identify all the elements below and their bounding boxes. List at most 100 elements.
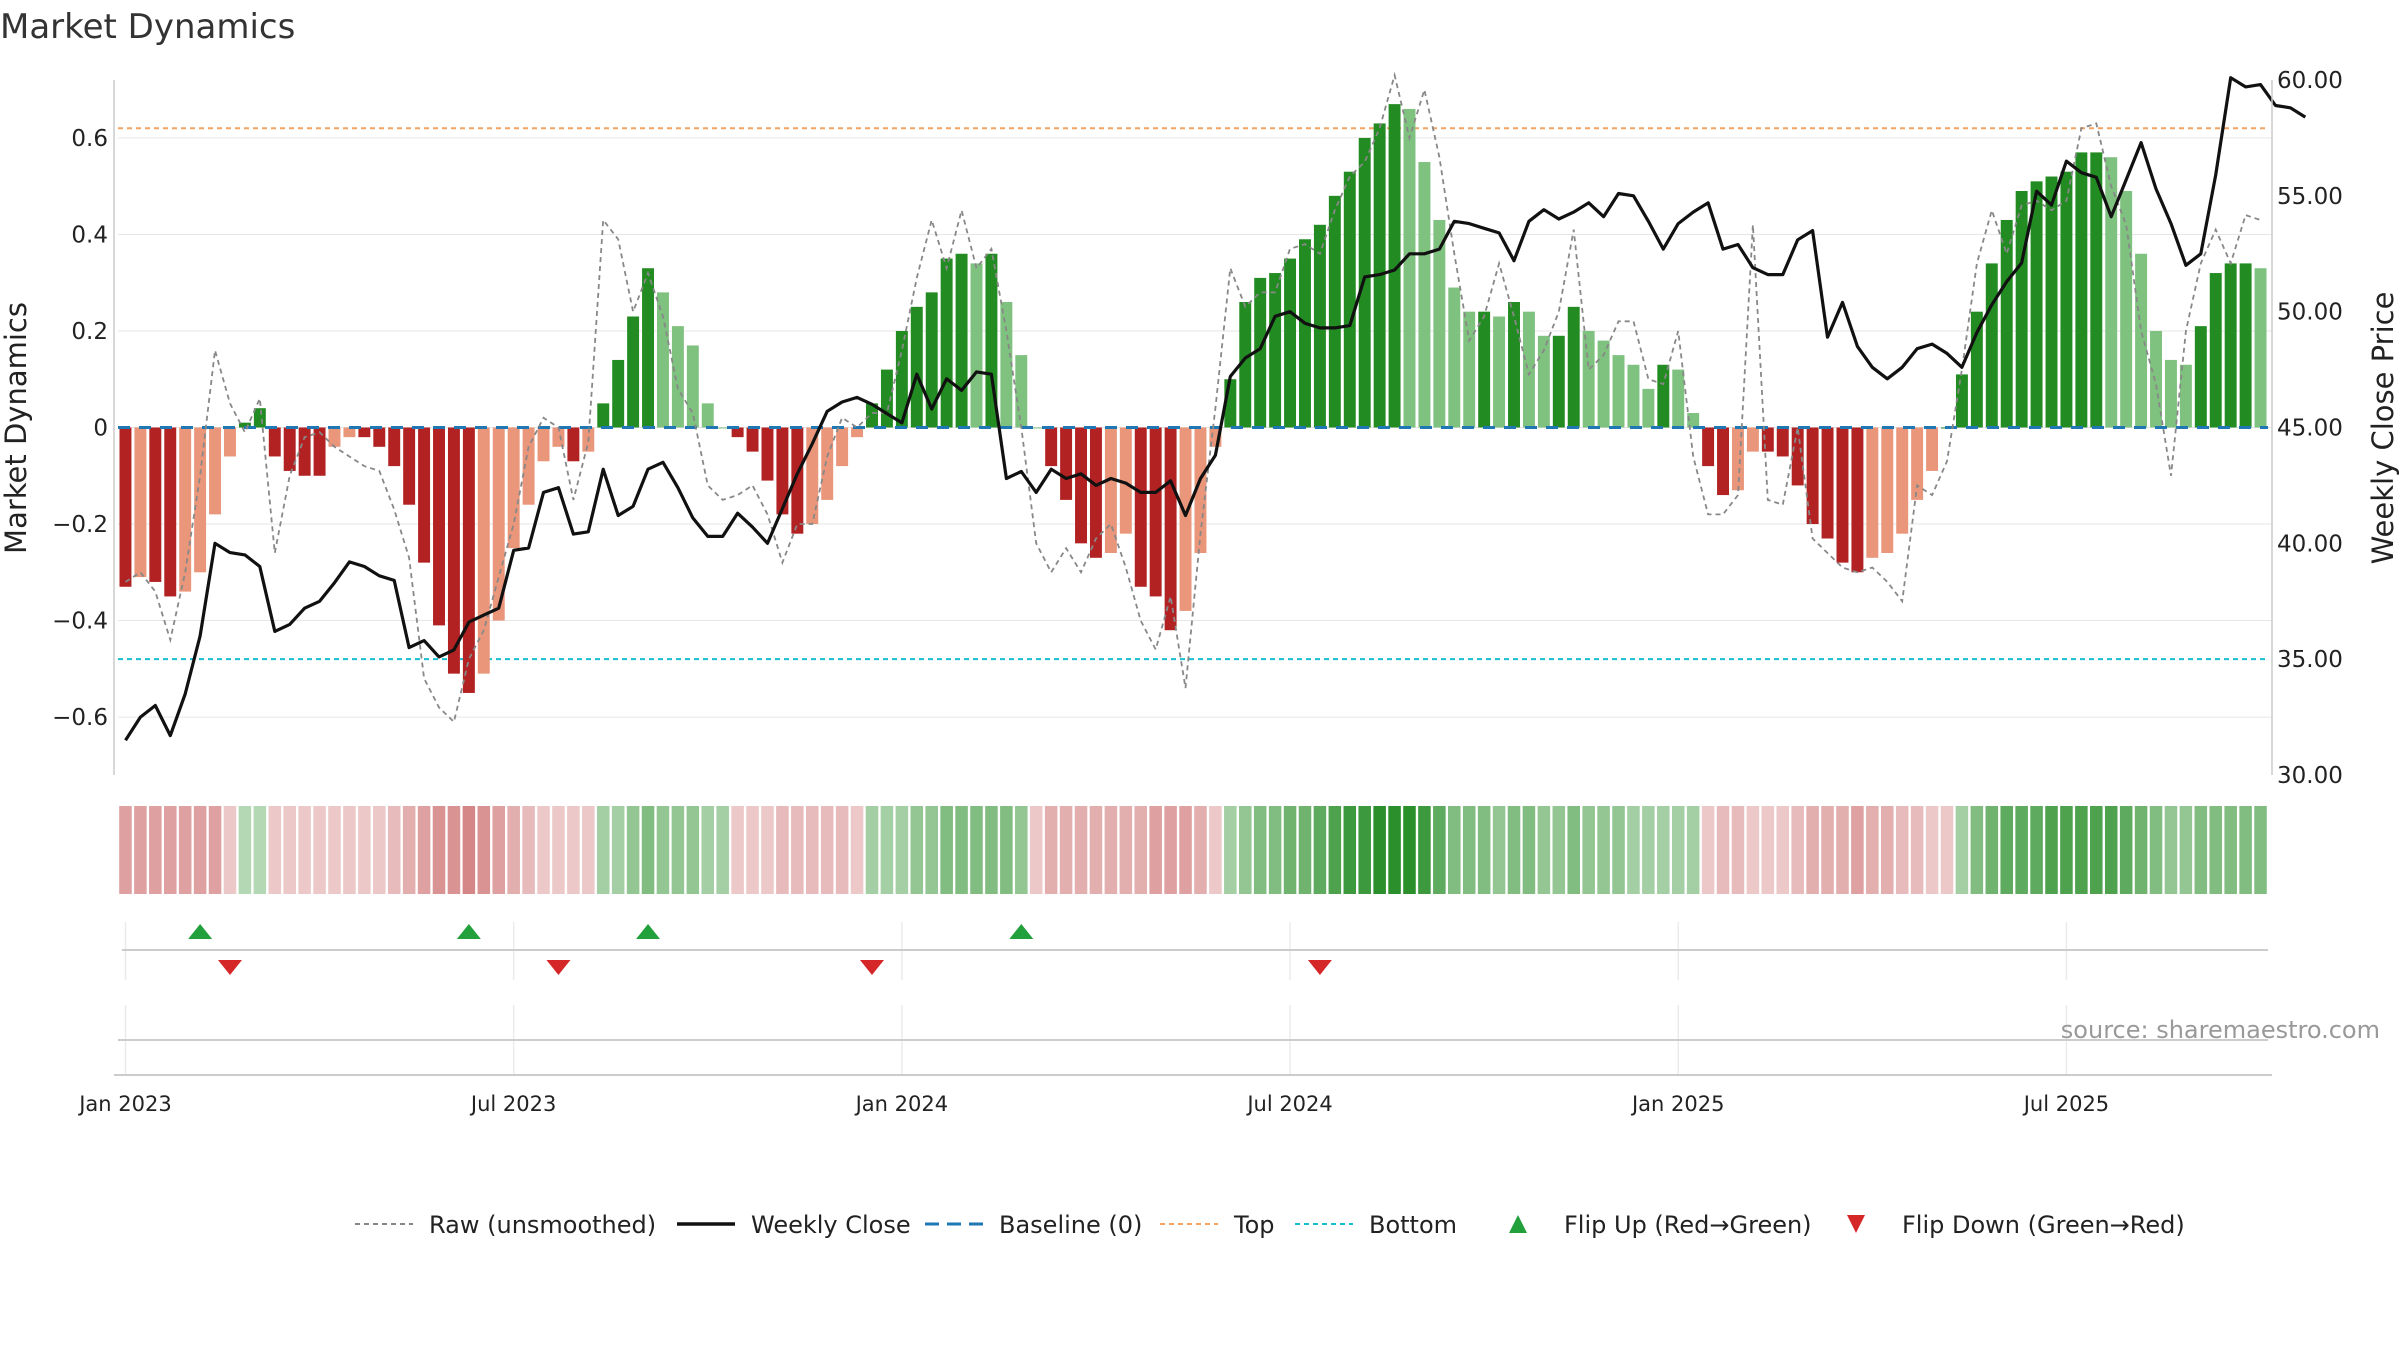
dynamics-bar <box>1896 427 1909 534</box>
strip-cell <box>328 806 341 894</box>
dynamics-bar <box>1149 427 1162 597</box>
strip-cell <box>1477 806 1491 894</box>
dynamics-bar <box>1164 427 1177 631</box>
dynamics-bar <box>462 427 475 693</box>
dynamics-bar <box>1418 162 1431 428</box>
strip-cell <box>1119 806 1133 894</box>
dynamics-bar <box>2179 364 2192 428</box>
strip-cell <box>1313 806 1327 894</box>
dynamics-bar <box>836 427 849 467</box>
dynamics-bar <box>373 427 386 447</box>
dynamics-bar <box>1522 311 1535 428</box>
strip-cell <box>1059 806 1073 894</box>
strength-strip <box>119 806 2267 894</box>
strip-cell <box>910 806 924 894</box>
strip-cell <box>1029 806 1043 894</box>
strip-cell <box>2179 806 2193 894</box>
dynamics-bar <box>612 359 625 428</box>
dynamics-bar <box>1478 311 1491 428</box>
dynamics-bar <box>209 427 222 515</box>
dynamics-bar <box>761 427 774 481</box>
strip-cell <box>582 806 595 894</box>
dynamics-bar <box>2000 219 2013 428</box>
dynamics-bar <box>1806 427 1819 525</box>
dynamics-bar <box>1060 427 1073 500</box>
dynamics-bar <box>447 427 460 674</box>
dynamics-bar <box>866 403 878 428</box>
strip-cell <box>1866 806 1879 894</box>
strip-cell <box>2164 806 2178 894</box>
dynamics-bar <box>2090 152 2103 428</box>
strip-cell <box>1268 806 1282 894</box>
strip-cell <box>1701 806 1715 894</box>
dynamics-bar <box>1134 427 1147 587</box>
strip-cell <box>1134 806 1148 894</box>
dynamics-bar <box>1284 258 1297 428</box>
strip-cell <box>447 806 461 894</box>
dynamics-bar <box>2209 273 2222 428</box>
strip-cell <box>2030 806 2043 894</box>
strip-cell <box>134 806 147 894</box>
dynamics-bar <box>940 258 953 428</box>
strip-cell <box>1343 806 1357 894</box>
strip-cell <box>2104 806 2118 894</box>
strip-cell <box>1940 806 1954 894</box>
dynamics-bar <box>253 408 266 428</box>
flip-down-marker <box>1307 960 1332 975</box>
strip-cell <box>2149 806 2163 894</box>
dynamics-bar <box>1015 355 1028 428</box>
strip-cell <box>2254 806 2267 894</box>
dynamics-bar <box>1030 427 1043 429</box>
strip-cell <box>208 806 222 894</box>
strip-cell <box>193 806 207 894</box>
dynamics-bar <box>821 427 834 500</box>
right-tick-label: 45.00 <box>2277 416 2343 442</box>
strip-cell <box>1836 806 1849 894</box>
strip-cell <box>1895 806 1909 894</box>
dynamics-bar <box>1866 427 1879 558</box>
strip-cell <box>1642 806 1655 894</box>
strip-cell <box>880 806 894 894</box>
dynamics-bar <box>1911 427 1924 500</box>
dynamics-bar <box>1672 369 1685 428</box>
dynamics-bar <box>1687 413 1700 428</box>
dynamics-bar <box>1388 104 1401 428</box>
strip-cell <box>776 806 789 894</box>
strip-cell <box>2119 806 2133 894</box>
dynamics-bar <box>2194 326 2207 428</box>
strip-cell <box>1074 806 1088 894</box>
strip-cell <box>1179 806 1192 894</box>
dynamics-bar <box>597 403 610 428</box>
dynamics-bar <box>328 427 341 447</box>
left-tick-label: 0 <box>93 416 108 442</box>
strip-cell <box>1671 806 1685 894</box>
strip-cell <box>552 806 565 894</box>
dynamics-bar <box>1313 224 1326 428</box>
dynamics-bar <box>2075 152 2088 428</box>
dynamics-bar <box>522 427 535 505</box>
x-ticks: Jan 2023 Jul 2023 Jan 2024 Jul 2024 Jan 2025… <box>77 1092 2109 1116</box>
strip-cell <box>1089 806 1103 894</box>
strip-cell <box>1552 806 1566 894</box>
dynamics-bar <box>791 427 804 534</box>
strip-cell <box>477 806 491 894</box>
dynamics-bar <box>1075 427 1087 544</box>
dynamics-bar <box>507 427 520 549</box>
strip-cell <box>402 806 416 894</box>
strip-cell <box>2015 806 2028 894</box>
dynamics-bar <box>1000 302 1013 428</box>
source-note: source: sharemaestro.com <box>2061 1016 2380 1044</box>
strip-cell <box>1686 806 1700 894</box>
strip-cell <box>985 806 998 894</box>
strip-cell <box>611 806 625 894</box>
strip-cell <box>1224 806 1237 894</box>
strip-cell <box>1731 806 1745 894</box>
strip-cell <box>462 806 476 894</box>
right-tick-label: 30.00 <box>2277 763 2343 789</box>
strip-cell <box>2075 806 2088 894</box>
dynamics-bar <box>880 369 893 428</box>
dynamics-bar <box>1239 302 1252 428</box>
strip-cell <box>2000 806 2013 894</box>
legend-flip-down-swatch <box>1847 1215 1865 1233</box>
strip-cell <box>2224 806 2237 894</box>
